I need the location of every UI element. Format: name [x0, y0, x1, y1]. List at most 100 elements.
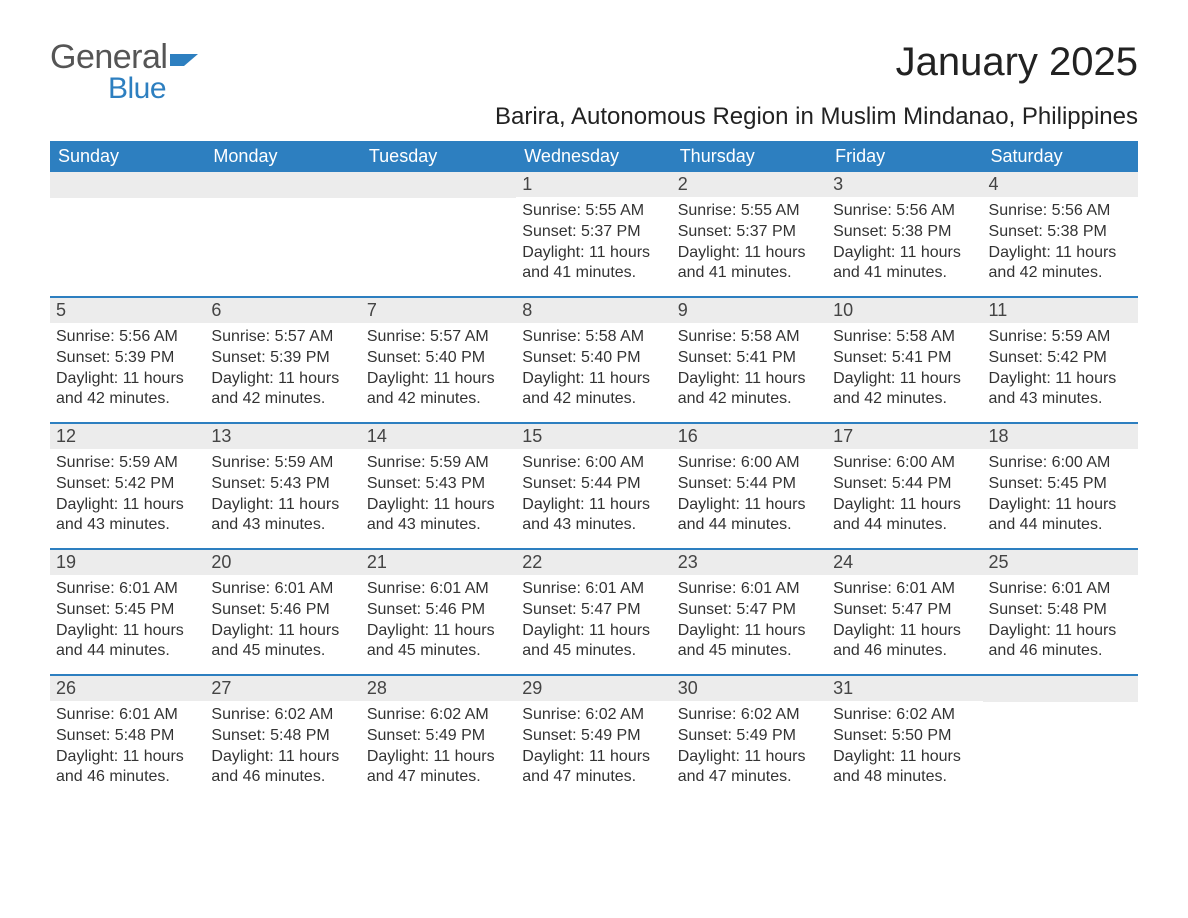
day-number: 5 — [50, 298, 205, 323]
calendar-cell — [205, 172, 360, 296]
day-header-tue: Tuesday — [361, 141, 516, 172]
day-number: 15 — [516, 424, 671, 449]
day-number: 20 — [205, 550, 360, 575]
daylight-text: Daylight: 11 hours and 46 minutes. — [56, 747, 199, 789]
sunset-text: Sunset: 5:45 PM — [56, 600, 199, 621]
day-number — [361, 172, 516, 198]
daylight-text: Daylight: 11 hours and 47 minutes. — [678, 747, 821, 789]
sunset-text: Sunset: 5:42 PM — [989, 348, 1132, 369]
daylight-text: Daylight: 11 hours and 42 minutes. — [833, 369, 976, 411]
week-row: 5Sunrise: 5:56 AMSunset: 5:39 PMDaylight… — [50, 296, 1138, 422]
sunset-text: Sunset: 5:41 PM — [678, 348, 821, 369]
cell-body: Sunrise: 6:02 AMSunset: 5:50 PMDaylight:… — [827, 701, 982, 792]
cell-body: Sunrise: 6:01 AMSunset: 5:47 PMDaylight:… — [516, 575, 671, 666]
daylight-text: Daylight: 11 hours and 42 minutes. — [678, 369, 821, 411]
sunset-text: Sunset: 5:41 PM — [833, 348, 976, 369]
daylight-text: Daylight: 11 hours and 45 minutes. — [367, 621, 510, 663]
cell-body: Sunrise: 6:00 AMSunset: 5:44 PMDaylight:… — [827, 449, 982, 540]
sunrise-text: Sunrise: 5:59 AM — [211, 453, 354, 474]
cell-body: Sunrise: 5:56 AMSunset: 5:38 PMDaylight:… — [827, 197, 982, 288]
calendar-cell: 6Sunrise: 5:57 AMSunset: 5:39 PMDaylight… — [205, 298, 360, 422]
day-header-row: Sunday Monday Tuesday Wednesday Thursday… — [50, 141, 1138, 172]
sunset-text: Sunset: 5:49 PM — [367, 726, 510, 747]
daylight-text: Daylight: 11 hours and 42 minutes. — [522, 369, 665, 411]
day-number: 24 — [827, 550, 982, 575]
daylight-text: Daylight: 11 hours and 43 minutes. — [989, 369, 1132, 411]
daylight-text: Daylight: 11 hours and 44 minutes. — [56, 621, 199, 663]
sunrise-text: Sunrise: 5:57 AM — [367, 327, 510, 348]
sunset-text: Sunset: 5:50 PM — [833, 726, 976, 747]
sunrise-text: Sunrise: 6:00 AM — [522, 453, 665, 474]
daylight-text: Daylight: 11 hours and 42 minutes. — [367, 369, 510, 411]
cell-body: Sunrise: 5:59 AMSunset: 5:42 PMDaylight:… — [983, 323, 1138, 414]
cell-body: Sunrise: 6:02 AMSunset: 5:49 PMDaylight:… — [672, 701, 827, 792]
calendar-cell: 16Sunrise: 6:00 AMSunset: 5:44 PMDayligh… — [672, 424, 827, 548]
daylight-text: Daylight: 11 hours and 46 minutes. — [211, 747, 354, 789]
sunset-text: Sunset: 5:39 PM — [56, 348, 199, 369]
logo-word1: General — [50, 38, 167, 76]
cell-body: Sunrise: 6:01 AMSunset: 5:48 PMDaylight:… — [50, 701, 205, 792]
calendar-cell: 8Sunrise: 5:58 AMSunset: 5:40 PMDaylight… — [516, 298, 671, 422]
sunrise-text: Sunrise: 5:58 AM — [678, 327, 821, 348]
calendar-cell: 31Sunrise: 6:02 AMSunset: 5:50 PMDayligh… — [827, 676, 982, 800]
logo-flag-icon — [170, 46, 198, 80]
sunrise-text: Sunrise: 6:02 AM — [367, 705, 510, 726]
day-number — [50, 172, 205, 198]
day-header-sun: Sunday — [50, 141, 205, 172]
daylight-text: Daylight: 11 hours and 43 minutes. — [211, 495, 354, 537]
daylight-text: Daylight: 11 hours and 42 minutes. — [211, 369, 354, 411]
day-number: 25 — [983, 550, 1138, 575]
sunrise-text: Sunrise: 5:55 AM — [522, 201, 665, 222]
daylight-text: Daylight: 11 hours and 44 minutes. — [678, 495, 821, 537]
cell-body: Sunrise: 5:57 AMSunset: 5:39 PMDaylight:… — [205, 323, 360, 414]
daylight-text: Daylight: 11 hours and 48 minutes. — [833, 747, 976, 789]
calendar-cell: 3Sunrise: 5:56 AMSunset: 5:38 PMDaylight… — [827, 172, 982, 296]
sunrise-text: Sunrise: 6:00 AM — [678, 453, 821, 474]
calendar-cell: 14Sunrise: 5:59 AMSunset: 5:43 PMDayligh… — [361, 424, 516, 548]
day-number: 26 — [50, 676, 205, 701]
sunrise-text: Sunrise: 6:01 AM — [989, 579, 1132, 600]
sunset-text: Sunset: 5:39 PM — [211, 348, 354, 369]
daylight-text: Daylight: 11 hours and 47 minutes. — [522, 747, 665, 789]
sunrise-text: Sunrise: 5:58 AM — [833, 327, 976, 348]
daylight-text: Daylight: 11 hours and 44 minutes. — [989, 495, 1132, 537]
day-number: 2 — [672, 172, 827, 197]
sunrise-text: Sunrise: 6:02 AM — [678, 705, 821, 726]
day-number: 8 — [516, 298, 671, 323]
daylight-text: Daylight: 11 hours and 43 minutes. — [522, 495, 665, 537]
sunset-text: Sunset: 5:49 PM — [522, 726, 665, 747]
day-number — [983, 676, 1138, 702]
sunset-text: Sunset: 5:47 PM — [678, 600, 821, 621]
day-number: 3 — [827, 172, 982, 197]
day-number: 31 — [827, 676, 982, 701]
sunset-text: Sunset: 5:48 PM — [989, 600, 1132, 621]
calendar-cell: 24Sunrise: 6:01 AMSunset: 5:47 PMDayligh… — [827, 550, 982, 674]
cell-body: Sunrise: 6:00 AMSunset: 5:45 PMDaylight:… — [983, 449, 1138, 540]
cell-body: Sunrise: 6:00 AMSunset: 5:44 PMDaylight:… — [672, 449, 827, 540]
day-number — [205, 172, 360, 198]
sunset-text: Sunset: 5:37 PM — [522, 222, 665, 243]
sunrise-text: Sunrise: 5:59 AM — [56, 453, 199, 474]
sunset-text: Sunset: 5:40 PM — [522, 348, 665, 369]
cell-body: Sunrise: 5:58 AMSunset: 5:40 PMDaylight:… — [516, 323, 671, 414]
sunset-text: Sunset: 5:45 PM — [989, 474, 1132, 495]
day-number: 6 — [205, 298, 360, 323]
sunrise-text: Sunrise: 5:56 AM — [56, 327, 199, 348]
daylight-text: Daylight: 11 hours and 45 minutes. — [522, 621, 665, 663]
cell-body: Sunrise: 5:55 AMSunset: 5:37 PMDaylight:… — [672, 197, 827, 288]
cell-body: Sunrise: 5:55 AMSunset: 5:37 PMDaylight:… — [516, 197, 671, 288]
logo-text: General Blue — [50, 40, 198, 104]
sunrise-text: Sunrise: 5:59 AM — [367, 453, 510, 474]
day-number: 7 — [361, 298, 516, 323]
cell-body: Sunrise: 6:02 AMSunset: 5:49 PMDaylight:… — [361, 701, 516, 792]
calendar-cell — [983, 676, 1138, 800]
cell-body: Sunrise: 6:01 AMSunset: 5:45 PMDaylight:… — [50, 575, 205, 666]
calendar-cell: 15 Sunrise: 6:00 AMSunset: 5:44 PMDayligh… — [516, 424, 671, 548]
day-number: 30 — [672, 676, 827, 701]
sunset-text: Sunset: 5:44 PM — [522, 474, 665, 495]
daylight-text: Daylight: 11 hours and 41 minutes. — [678, 243, 821, 285]
sunrise-text: Sunrise: 5:56 AM — [833, 201, 976, 222]
sunrise-text: Sunrise: 6:01 AM — [678, 579, 821, 600]
day-number: 27 — [205, 676, 360, 701]
day-header-mon: Monday — [205, 141, 360, 172]
